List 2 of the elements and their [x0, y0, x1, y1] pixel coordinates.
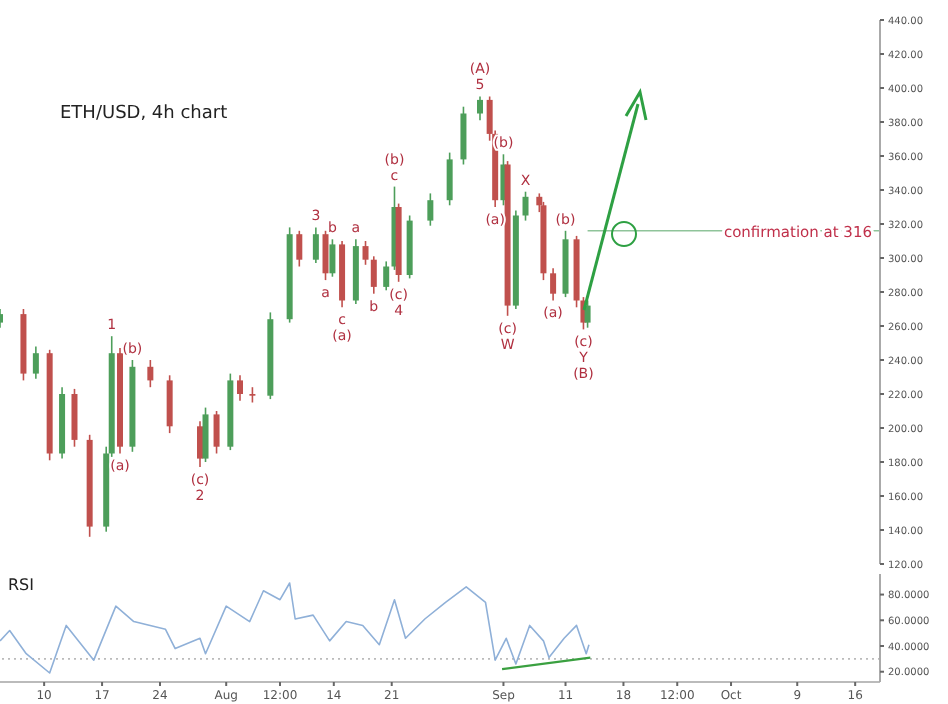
text: ETH/USD, 4h chart [60, 104, 228, 124]
chart-title: RSI [8, 576, 34, 594]
